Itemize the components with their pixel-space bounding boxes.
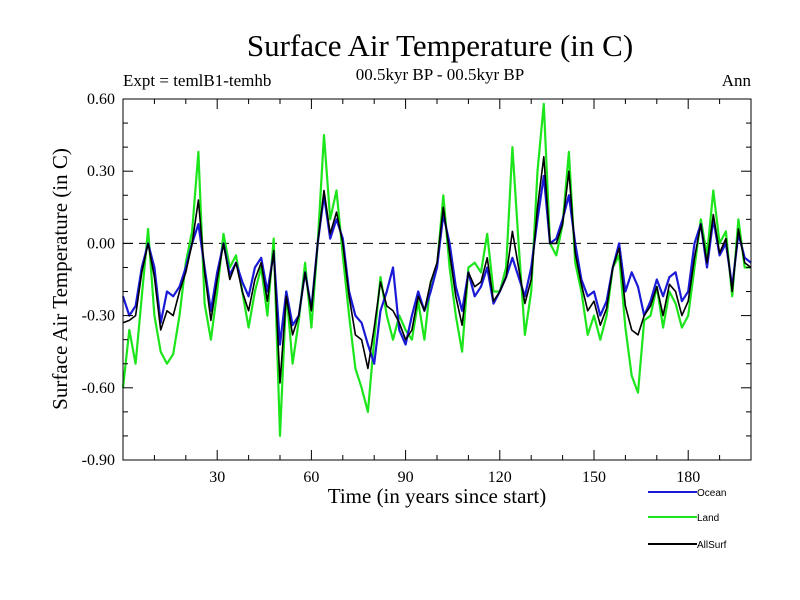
axis-layer: 30 60 90 120 150 180 -0.90 -0.60 -0.30 0.00 0.30 0.… [82,91,751,486]
x-tick-label: 180 [676,469,700,486]
period-label: 00.5kyr BP - 00.5kyr BP [356,65,524,84]
x-axis-label: Time (in years since start) [328,484,547,508]
season-label: Ann [722,71,752,90]
x-tick-label: 30 [209,469,225,486]
series-line-allsurf [122,156,752,384]
y-tick-label: -0.90 [82,452,115,469]
legend: Ocean Land AllSurf [648,488,727,551]
y-tick-label: 0.00 [87,235,115,252]
experiment-label: Expt = temlB1-temhb [123,71,271,90]
legend-label-allsurf: AllSurf [697,540,727,551]
x-tick-label: 90 [398,469,414,486]
y-tick-label: -0.30 [82,308,115,325]
series-line-ocean [121,174,752,365]
x-tick-label: 60 [303,469,319,486]
y-tick-label: 0.30 [87,163,115,180]
y-tick-label: 0.60 [87,91,115,108]
legend-label-land: Land [697,513,719,524]
legend-label-ocean: Ocean [697,488,726,499]
series-layer [121,102,752,437]
chart-title: Surface Air Temperature (in C) [247,28,633,63]
y-axis-label: Surface Air Temperature (in C) [48,148,72,410]
x-tick-label: 150 [582,469,606,486]
x-tick-label: 120 [488,469,512,486]
y-tick-label: -0.60 [82,380,115,397]
